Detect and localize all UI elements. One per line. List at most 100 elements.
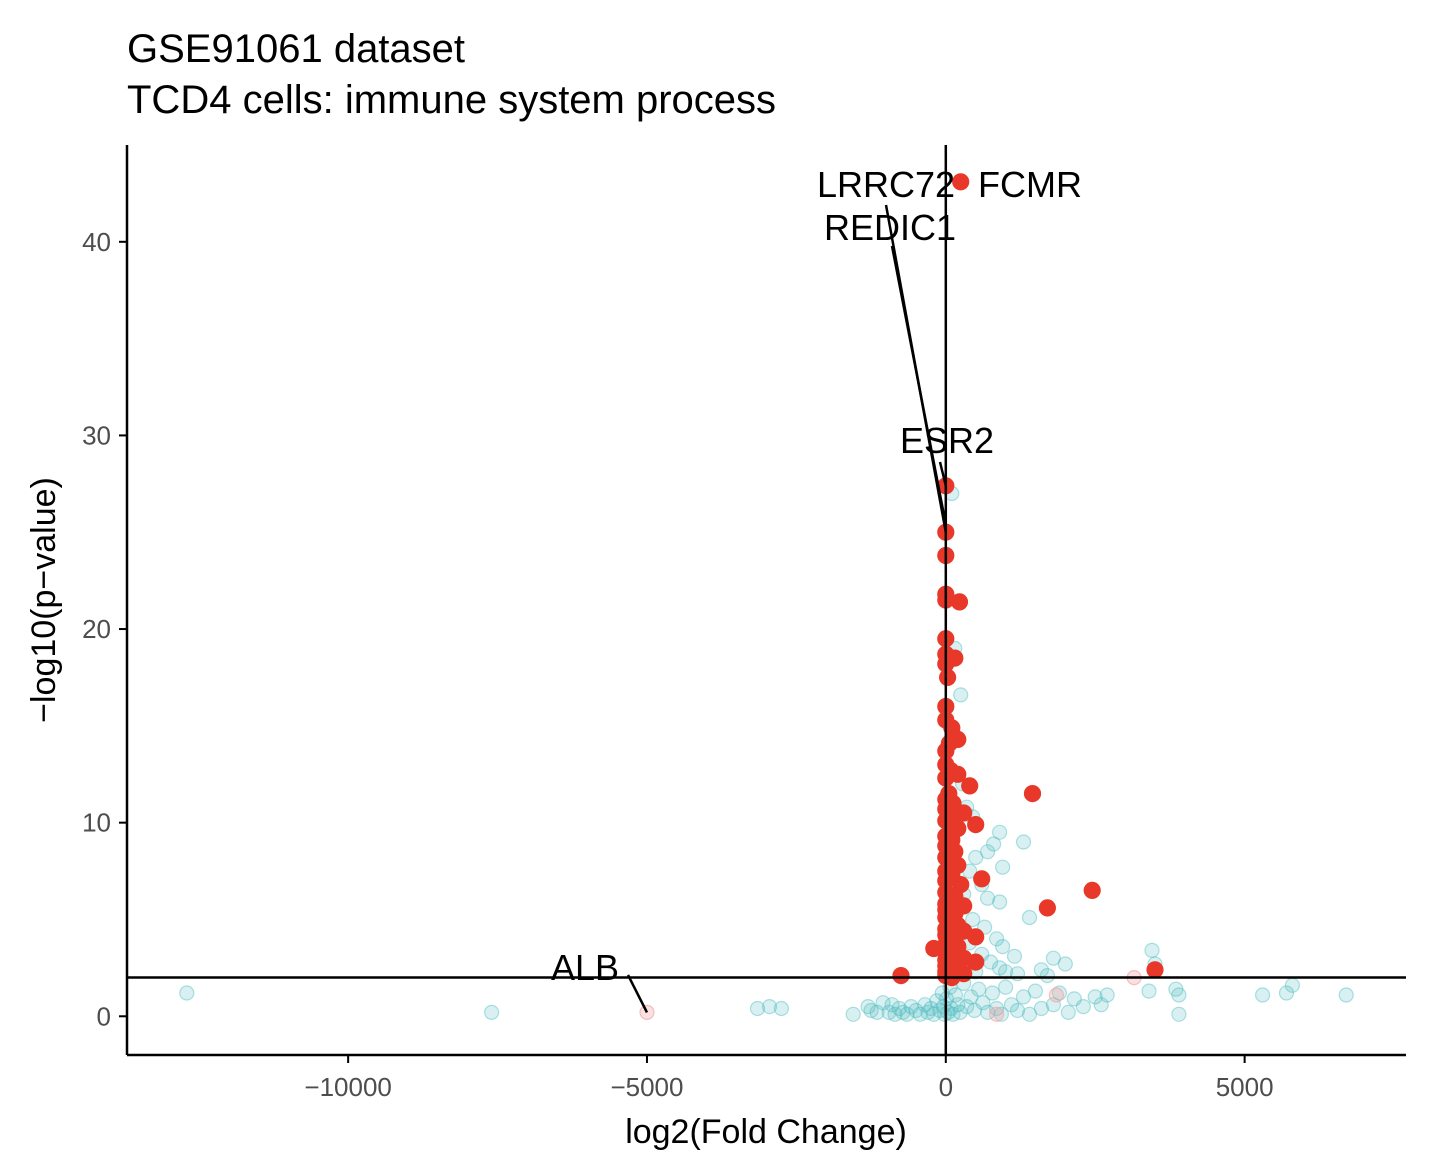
x-axis-title: log2(Fold Change) — [625, 1113, 907, 1151]
significant-point — [961, 777, 979, 795]
significant-point — [1146, 961, 1164, 979]
y-tick-label: 10 — [82, 808, 111, 838]
nonsignificant-point — [994, 859, 1011, 875]
nonsignificant-point — [1021, 909, 1038, 926]
gene-label-esr2: ESR2 — [900, 420, 994, 461]
leader-line-alb — [626, 974, 649, 1013]
nonsignificant-point — [1009, 1002, 1026, 1019]
nonsignificant-point — [975, 995, 991, 1011]
nonsignificant-point — [1284, 977, 1301, 993]
nonsignificant-point — [773, 1000, 790, 1017]
nonsignificant-point — [985, 836, 1002, 852]
nonsignificant-point — [997, 979, 1014, 995]
faded_significant-point — [988, 1006, 1005, 1022]
nonsignificant-point — [1003, 997, 1020, 1013]
nonsignificant-point — [963, 989, 979, 1005]
nonsignificant-point — [979, 1004, 996, 1021]
nonsignificant-point — [484, 1004, 500, 1021]
nonsignificant-point — [943, 1000, 959, 1017]
nonsignificant-point — [984, 985, 1001, 1001]
nonsignificant-point — [952, 1004, 968, 1021]
nonsignificant-point — [869, 1004, 885, 1021]
y-tick-label: 20 — [82, 614, 111, 644]
significant-point — [1023, 784, 1042, 803]
significant-point — [892, 966, 910, 985]
nonsignificant-point — [884, 997, 900, 1013]
nonsignificant-point — [1033, 1000, 1050, 1017]
y-tick-label: 0 — [97, 1001, 111, 1031]
nonsignificant-point — [860, 998, 876, 1015]
nonsignificant-point — [1144, 942, 1160, 959]
nonsignificant-point — [1171, 987, 1187, 1003]
nonsignificant-point — [1006, 948, 1023, 964]
significant-point — [950, 593, 969, 611]
nonsignificant-point — [908, 1002, 924, 1019]
nonsignificant-point — [1093, 997, 1109, 1013]
nonsignificant-point — [1278, 985, 1295, 1001]
x-tick-label: 5000 — [1216, 1072, 1274, 1102]
nonsignificant-point — [1033, 962, 1050, 978]
nonsignificant-point — [912, 1006, 928, 1022]
nonsignificant-point — [966, 1002, 983, 1019]
significant-point — [955, 804, 973, 822]
chart-title: GSE91061 dataset — [127, 27, 465, 71]
nonsignificant-point — [1338, 987, 1354, 1003]
nonsignificant-point — [1027, 983, 1044, 999]
faded_significant-point — [1048, 987, 1065, 1003]
nonsignificant-point — [1141, 983, 1157, 999]
axes: −10000 −5000 0 5000 0 10 20 30 40 — [82, 145, 1406, 1102]
nonsignificant-point — [950, 997, 966, 1013]
nonsignificant-point — [1168, 981, 1184, 997]
nonsignificant-point — [971, 981, 987, 997]
nonsignificant-point — [959, 998, 975, 1015]
nonsignificant-point — [891, 1000, 907, 1017]
nonsignificant-point — [993, 1006, 1010, 1022]
nonsignificant-point — [988, 1000, 1005, 1017]
y-tick-label: 40 — [82, 227, 111, 257]
significant-point — [967, 928, 985, 946]
nonsignificant-point — [947, 987, 964, 1003]
nonsignificant-point — [903, 998, 919, 1015]
y-axis-title: −log10(p−value) — [25, 477, 63, 723]
nonsignificant-point — [1066, 991, 1082, 1007]
nonsignificant-point — [1060, 1004, 1076, 1021]
nonsignificant-point — [881, 1004, 897, 1021]
nonsignificant-point — [749, 1000, 766, 1017]
leader-line-redic1 — [890, 245, 948, 525]
nonsignificant-point — [1045, 950, 1062, 966]
nonsignificant-point — [1057, 956, 1073, 972]
significant-point — [1083, 881, 1101, 900]
nonsignificant-point — [863, 1002, 879, 1019]
nonsignificant-point — [965, 911, 981, 928]
nonsignificant-point — [1015, 834, 1032, 850]
leader-line-esr2 — [938, 461, 948, 487]
gene-label-lrrc72: LRRC72 — [817, 164, 955, 205]
nonsignificant-point — [991, 894, 1008, 910]
nonsignificant-point — [179, 985, 195, 1001]
nonsignificant-point — [920, 1004, 936, 1021]
gene-label-alb: ALB — [551, 947, 619, 988]
nonsignificant-point — [899, 1006, 915, 1022]
faded_significant-point — [639, 1004, 655, 1021]
nonsignificant-point — [979, 844, 996, 860]
nonsignificant-point — [1045, 997, 1062, 1013]
nonsignificant-point — [895, 1004, 911, 1021]
nonsignificant-point — [875, 995, 891, 1011]
nonsignificant-point — [1171, 1006, 1187, 1022]
nonsignificant-point — [926, 1006, 942, 1022]
nonsignificant-point — [1021, 1006, 1038, 1022]
gene-label-redic1: REDIC1 — [824, 207, 956, 248]
nonsignificant-point — [994, 938, 1011, 955]
nonsignificant-point — [761, 998, 778, 1015]
nonsignificant-point — [1099, 987, 1115, 1003]
y-tick-label: 30 — [82, 420, 111, 450]
nonsignificant-point — [1039, 967, 1056, 984]
significant-point — [967, 815, 985, 834]
significant-point — [952, 173, 970, 191]
nonsignificant-point — [968, 849, 984, 866]
nonsignificant-point — [1015, 989, 1032, 1005]
nonsignificant-point — [887, 1006, 903, 1022]
gene-label-fcmr: FCMR — [978, 164, 1082, 205]
